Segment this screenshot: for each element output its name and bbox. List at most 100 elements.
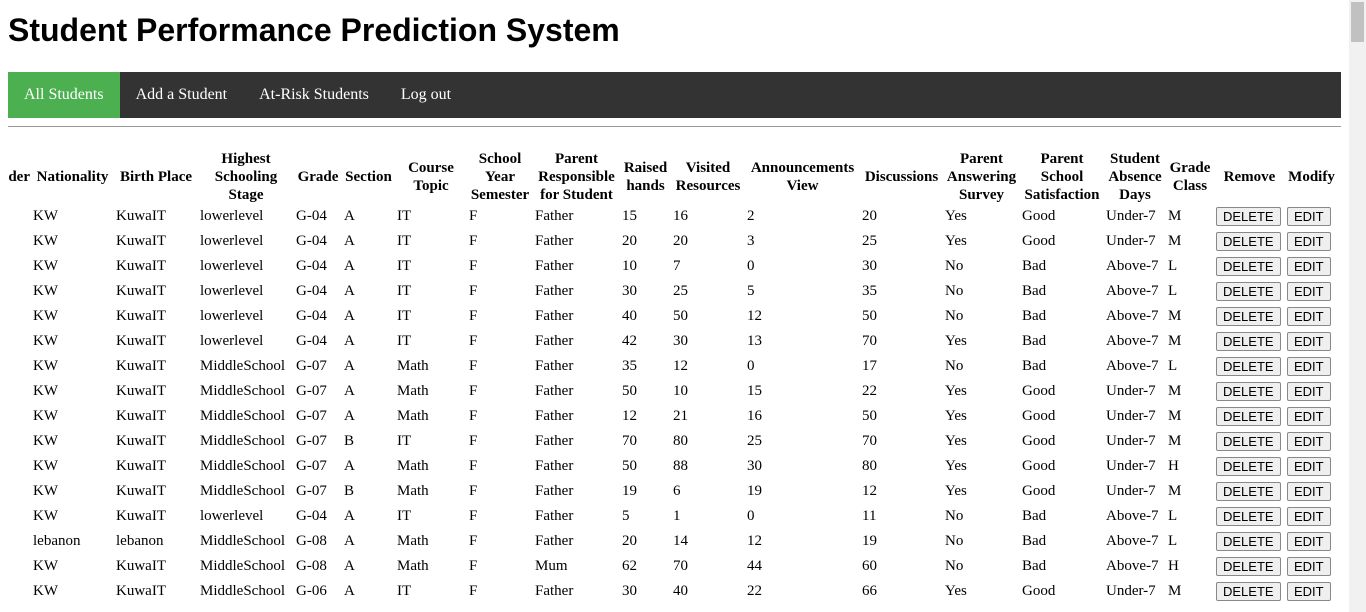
delete-button[interactable]: DELETE <box>1216 232 1281 251</box>
cell: A <box>344 258 355 274</box>
nav-link[interactable]: All Students <box>8 72 120 118</box>
cell: MiddleSchool <box>200 358 285 374</box>
cell: EDIT <box>1285 429 1338 454</box>
nav-link[interactable]: Log out <box>400 86 452 103</box>
cell: M <box>1168 208 1182 224</box>
cell: 40 <box>673 583 688 599</box>
delete-button[interactable]: DELETE <box>1216 332 1281 351</box>
nav-link[interactable]: Add a Student <box>135 86 228 103</box>
delete-button[interactable]: DELETE <box>1216 207 1281 226</box>
cell: KuwaIT <box>116 408 166 424</box>
cell: IT <box>397 208 412 224</box>
delete-button[interactable]: DELETE <box>1216 557 1281 576</box>
cell: G-08 <box>296 533 327 549</box>
cell: 3 <box>747 233 755 249</box>
delete-button[interactable]: DELETE <box>1216 407 1281 426</box>
cell: Math <box>397 483 429 499</box>
column-header: Nationality <box>36 169 109 185</box>
cell: Good <box>1022 408 1056 424</box>
edit-button[interactable]: EDIT <box>1287 557 1331 576</box>
delete-button[interactable]: DELETE <box>1216 507 1281 526</box>
cell: 16 <box>673 208 688 224</box>
cell: KuwaIT <box>116 208 166 224</box>
delete-button[interactable]: DELETE <box>1216 257 1281 276</box>
nav-bar: All Students Add a Student At-Risk Student… <box>8 72 1341 118</box>
cell: Good <box>1022 583 1056 599</box>
cell: KuwaIT <box>116 458 166 474</box>
cell: IT <box>397 433 412 449</box>
delete-button[interactable]: DELETE <box>1216 282 1281 301</box>
cell: MiddleSchool <box>200 433 285 449</box>
cell: EDIT <box>1285 529 1338 554</box>
scroll-thumb[interactable] <box>1351 2 1364 42</box>
cell: KuwaIT <box>116 383 166 399</box>
delete-button[interactable]: DELETE <box>1216 532 1281 551</box>
column-header: Birth Place <box>119 169 193 185</box>
cell: MiddleSchool <box>200 558 285 574</box>
nav-link[interactable]: At-Risk Students <box>259 86 369 103</box>
edit-button[interactable]: EDIT <box>1287 332 1331 351</box>
cell: 0 <box>747 358 755 374</box>
cell: 80 <box>673 433 688 449</box>
delete-button[interactable]: DELETE <box>1216 457 1281 476</box>
edit-button[interactable]: EDIT <box>1287 307 1331 326</box>
column-header: Discussions <box>864 169 939 185</box>
cell: KuwaIT <box>116 433 166 449</box>
edit-button[interactable]: EDIT <box>1287 232 1331 251</box>
cell: EDIT <box>1285 504 1338 529</box>
cell: F <box>469 358 478 374</box>
cell: KW <box>33 483 58 499</box>
scrollbar[interactable] <box>1349 0 1366 612</box>
edit-button[interactable]: EDIT <box>1287 457 1331 476</box>
cell: MiddleSchool <box>200 383 285 399</box>
cell: Yes <box>945 208 967 224</box>
edit-button[interactable]: EDIT <box>1287 582 1331 601</box>
cell: 22 <box>862 383 877 399</box>
delete-button[interactable]: DELETE <box>1216 382 1281 401</box>
cell: F <box>469 208 478 224</box>
cell: 14 <box>673 533 688 549</box>
cell: No <box>945 558 964 574</box>
edit-button[interactable]: EDIT <box>1287 432 1331 451</box>
cell: 50 <box>622 458 637 474</box>
edit-button[interactable]: EDIT <box>1287 207 1331 226</box>
delete-button[interactable]: DELETE <box>1216 307 1281 326</box>
cell: Math <box>397 358 429 374</box>
cell: G-07 <box>296 383 327 399</box>
cell: 0 <box>747 258 755 274</box>
cell: L <box>1168 508 1178 524</box>
cell: Math <box>397 558 429 574</box>
edit-button[interactable]: EDIT <box>1287 532 1331 551</box>
table-row: KW KuwaIT lowerlevel G-04 A IT F Father 10 7 0 30 No… <box>0 254 1338 279</box>
table-row: KW KuwaIT lowerlevel G-04 A IT F Father 20 20 3 25 Y… <box>0 229 1338 254</box>
cell: Under-7 <box>1106 233 1156 249</box>
cell: 60 <box>862 558 877 574</box>
column-header: Modify <box>1288 169 1335 185</box>
cell: A <box>344 383 355 399</box>
delete-button[interactable]: DELETE <box>1216 582 1281 601</box>
delete-button[interactable]: DELETE <box>1216 432 1281 451</box>
cell: Bad <box>1022 308 1047 324</box>
table-row: KW KuwaIT lowerlevel G-04 A IT F Father 40 50 12 50… <box>0 304 1338 329</box>
edit-button[interactable]: EDIT <box>1287 257 1331 276</box>
edit-button[interactable]: EDIT <box>1287 507 1331 526</box>
column-header: Parent Answering Survey <box>946 151 1017 203</box>
delete-button[interactable]: DELETE <box>1216 482 1281 501</box>
cell: 30 <box>622 583 637 599</box>
edit-button[interactable]: EDIT <box>1287 407 1331 426</box>
cell: 19 <box>622 483 637 499</box>
cell: 13 <box>747 333 762 349</box>
delete-button[interactable]: DELETE <box>1216 357 1281 376</box>
cell: L <box>1168 358 1178 374</box>
cell: A <box>344 358 355 374</box>
cell: L <box>1168 258 1178 274</box>
cell: Math <box>397 408 429 424</box>
cell: KuwaIT <box>116 508 166 524</box>
edit-button[interactable]: EDIT <box>1287 482 1331 501</box>
cell: Father <box>535 383 574 399</box>
edit-button[interactable]: EDIT <box>1287 282 1331 301</box>
cell: 66 <box>862 583 877 599</box>
cell: F <box>469 283 478 299</box>
edit-button[interactable]: EDIT <box>1287 357 1331 376</box>
edit-button[interactable]: EDIT <box>1287 382 1331 401</box>
